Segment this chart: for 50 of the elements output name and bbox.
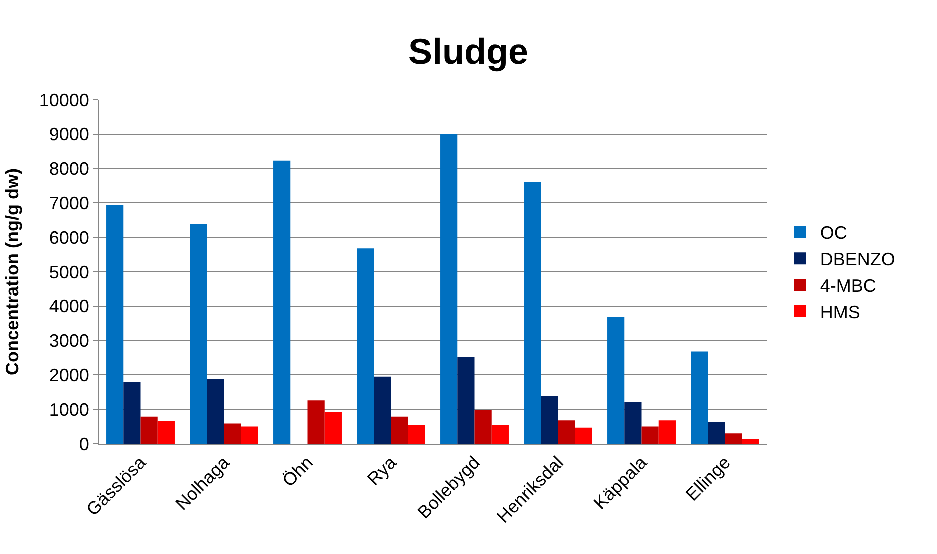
bar <box>474 410 492 444</box>
y-tick-label: 4000 <box>49 296 90 317</box>
y-tick-label: 7000 <box>49 194 90 214</box>
y-tick-label: 9000 <box>49 124 90 145</box>
legend-label: HMS <box>820 302 860 322</box>
y-tick-label: 10000 <box>39 90 90 110</box>
y-tick-label: 2000 <box>49 366 90 386</box>
bar <box>374 376 392 444</box>
bar <box>158 420 175 444</box>
chart-title: Sludge <box>408 30 529 72</box>
bar <box>558 420 576 444</box>
bar <box>458 357 475 444</box>
y-tick-label: 5000 <box>49 262 90 282</box>
y-axis-title: Concentration (ng/g dw) <box>2 168 23 376</box>
legend-label: DBENZO <box>820 250 896 270</box>
bar <box>324 412 342 444</box>
bar <box>106 205 124 444</box>
x-tick-label: Öhn <box>278 452 317 491</box>
y-tick-label: 1000 <box>49 400 90 420</box>
bar <box>308 400 325 444</box>
legend-label: 4-MBC <box>820 276 876 296</box>
y-tick-label: 6000 <box>49 228 90 248</box>
legend-label: OC <box>820 223 848 244</box>
bar <box>408 425 426 444</box>
bar <box>492 425 509 444</box>
bar <box>124 382 141 444</box>
bar <box>357 248 374 444</box>
bar <box>140 416 158 444</box>
x-tick-label: Rya <box>364 452 402 490</box>
bar <box>274 160 291 444</box>
bar <box>575 428 592 444</box>
bar <box>190 224 208 444</box>
bar <box>524 182 542 444</box>
bar <box>541 396 558 444</box>
bar <box>440 134 458 444</box>
bar <box>207 378 224 444</box>
bar <box>708 422 726 444</box>
bar <box>241 426 258 444</box>
bar <box>742 439 760 444</box>
bar <box>224 424 242 444</box>
bar <box>608 317 625 444</box>
bar <box>624 402 642 444</box>
y-tick-label: 8000 <box>49 159 90 180</box>
bar <box>691 352 708 444</box>
bar <box>642 426 659 444</box>
y-tick-label: 3000 <box>49 331 90 352</box>
bar <box>391 416 408 444</box>
bar <box>725 434 742 444</box>
y-tick-label: 0 <box>79 434 90 454</box>
bar <box>658 420 676 444</box>
